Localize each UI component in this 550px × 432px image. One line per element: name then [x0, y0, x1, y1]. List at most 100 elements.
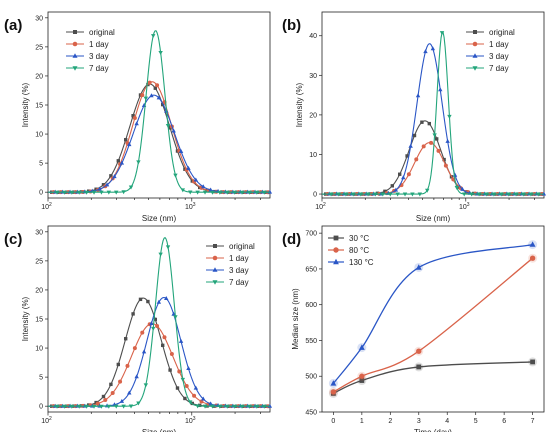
legend-marker: [472, 66, 478, 71]
data-point: [202, 190, 208, 195]
data-point: [513, 192, 519, 197]
data-point: [330, 380, 337, 386]
data-point: [143, 96, 149, 101]
data-point: [114, 404, 119, 409]
data-point: [186, 165, 191, 170]
data-point: [97, 186, 102, 191]
x-tick-exponent: 2: [323, 202, 326, 208]
y-tick-label: 20: [309, 112, 317, 119]
legend-marker: [472, 53, 478, 58]
data-point: [254, 404, 260, 409]
y-tick-label: 500: [305, 374, 317, 381]
data-point: [439, 31, 445, 36]
x-axis-label: Size (nm): [416, 214, 451, 223]
y-tick-label: 20: [35, 287, 43, 294]
series-line: [322, 31, 544, 195]
y-tick-label: 0: [313, 192, 317, 199]
data-point: [460, 186, 465, 191]
data-point: [232, 190, 237, 195]
data-point: [136, 160, 141, 165]
data-point: [210, 190, 215, 195]
data-point: [365, 192, 371, 197]
y-tick-label: 30: [309, 73, 317, 80]
data-point: [101, 183, 106, 187]
data-point: [91, 404, 97, 409]
x-tick-label: 102: [315, 202, 326, 211]
data-point: [395, 192, 400, 197]
data-point: [101, 394, 106, 399]
y-axis-label: Intensity (%): [295, 82, 304, 127]
data-point: [330, 389, 337, 395]
data-point: [499, 192, 504, 197]
data-point: [124, 138, 128, 142]
data-point: [415, 264, 422, 270]
fit-curve: [332, 243, 533, 384]
data-point: [134, 374, 139, 379]
y-axis-label: Intensity (%): [21, 296, 30, 341]
data-point: [149, 320, 154, 325]
data-point: [94, 400, 98, 405]
y-tick-label: 450: [305, 410, 317, 417]
data-point: [420, 120, 424, 124]
data-point: [131, 312, 135, 316]
x-tick-exponent: 2: [49, 416, 52, 422]
legend-marker: [213, 244, 217, 248]
y-tick-label: 25: [35, 258, 43, 265]
plot-frame: [321, 225, 545, 413]
x-tick-exponent: 3: [467, 202, 470, 208]
plot-frame: [321, 11, 545, 199]
data-point: [210, 404, 215, 409]
data-point: [225, 404, 230, 409]
data-point: [536, 192, 541, 197]
panel-label-a: (a): [4, 17, 22, 34]
data-point: [188, 400, 193, 405]
data-point: [469, 192, 474, 197]
data-point: [358, 192, 363, 197]
legend-label: 30 °C: [349, 234, 369, 243]
data-point: [104, 182, 110, 187]
data-point: [155, 83, 160, 88]
data-point: [484, 192, 489, 197]
data-point: [239, 190, 245, 195]
legend-label: 3 day: [229, 266, 249, 275]
data-point: [208, 401, 213, 406]
y-tick-label: 700: [305, 231, 317, 238]
data-point: [447, 114, 452, 119]
panel-b-chart: 0 10 20 30 40 102 103 Size (nm) Intensity (%) ori…: [295, 11, 547, 223]
data-point: [138, 297, 143, 302]
data-point: [131, 114, 135, 118]
data-point: [103, 397, 108, 402]
fit-curve: [333, 361, 533, 394]
data-point: [402, 192, 408, 197]
legend-label: 1 day: [89, 40, 109, 49]
data-point: [180, 188, 186, 193]
data-point: [383, 189, 387, 194]
data-point: [125, 363, 130, 368]
data-point: [388, 192, 393, 197]
data-point: [192, 393, 197, 398]
data-point: [506, 192, 511, 197]
x-axis-label: Time (day): [414, 428, 452, 432]
data-point: [109, 174, 113, 178]
data-point: [195, 404, 200, 409]
data-point: [164, 296, 169, 301]
x-tick-label: 102: [41, 416, 52, 425]
y-tick-label: 650: [305, 266, 317, 273]
data-point: [128, 185, 134, 190]
data-point: [69, 404, 75, 409]
data-point: [168, 368, 172, 372]
data-point: [217, 190, 223, 195]
x-tick-exponent: 2: [49, 202, 52, 208]
data-point: [162, 335, 167, 340]
y-tick-label: 550: [305, 338, 317, 345]
data-point: [208, 187, 213, 192]
x-tick-label: 3: [417, 418, 421, 425]
data-point: [180, 377, 186, 382]
data-point: [254, 190, 260, 195]
legend-marker: [72, 66, 78, 71]
x-tick-label: 103: [459, 202, 470, 211]
data-point: [201, 396, 206, 401]
data-point: [161, 343, 165, 348]
data-point: [528, 192, 534, 197]
fit-curve: [333, 257, 534, 393]
